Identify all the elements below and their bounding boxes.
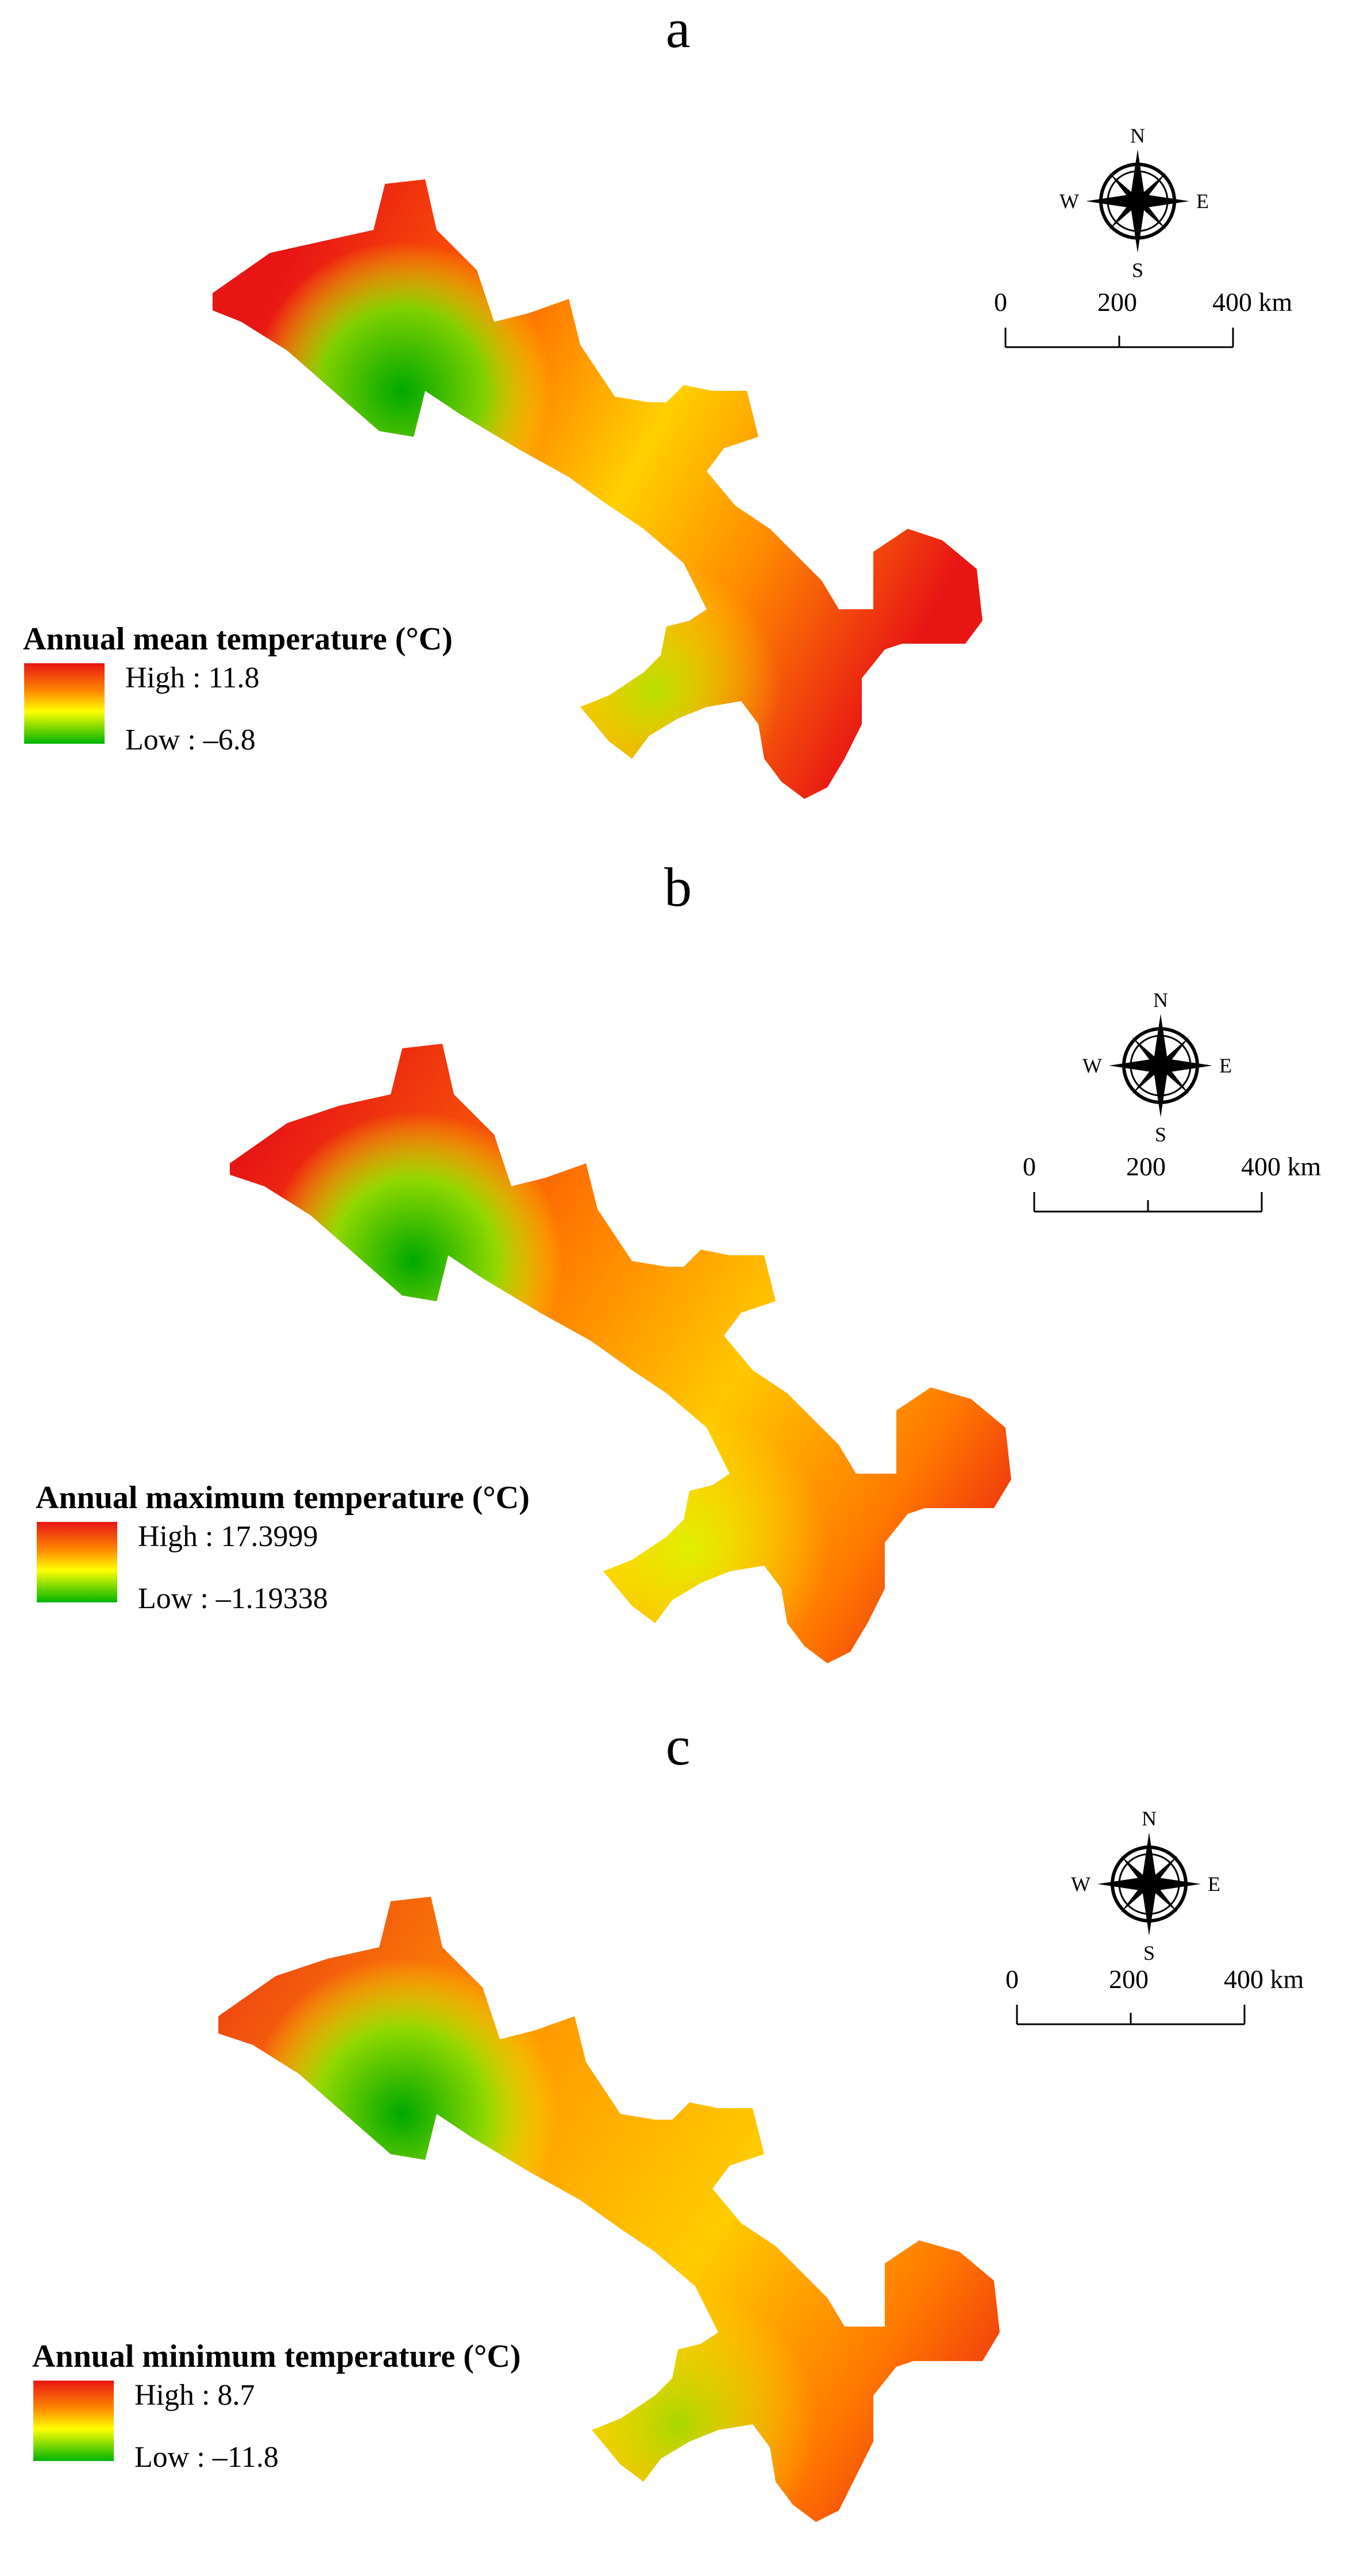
west-label: W: [1059, 190, 1079, 213]
west-label: W: [1071, 1873, 1091, 1896]
scale-tick-400: 400 km: [1241, 1152, 1321, 1181]
scale-bar: 0 200 400 km: [988, 287, 1356, 368]
north-label: N: [1153, 989, 1168, 1012]
scale-tick-200: 200: [1109, 1964, 1149, 1994]
north-arrow-icon: N S E W: [1059, 124, 1209, 282]
legend: Annual maximum temperature (°C) High : 1…: [36, 1479, 530, 1615]
gansu-region-shape: [218, 1897, 1000, 2522]
panel-label: b: [664, 856, 692, 918]
temperature-map: [218, 1897, 1000, 2522]
scale-tick-200: 200: [1126, 1152, 1166, 1181]
scale-bar: 0 200 400 km: [1017, 1152, 1364, 1232]
north-arrow-icon: N S E W: [1082, 989, 1232, 1146]
panel-label: a: [665, 0, 691, 59]
north-arrow-icon: N S E W: [1071, 1807, 1220, 1964]
temperature-map: [213, 179, 982, 799]
panel-b: b: [0, 859, 1364, 1717]
east-label: E: [1208, 1873, 1220, 1896]
panel-c: c: [0, 1717, 1364, 2576]
legend-high-label: High : 17.3999: [138, 1520, 318, 1553]
legend-title: Annual mean temperature (°C): [23, 621, 453, 657]
legend-high-label: High : 11.8: [125, 662, 260, 694]
gansu-region-shape: [213, 179, 982, 799]
south-label: S: [1143, 1941, 1155, 1964]
south-label: S: [1132, 259, 1143, 282]
scale-tick-400: 400 km: [1212, 287, 1293, 317]
scale-bar-line: [1004, 328, 1234, 348]
scale-tick-200: 200: [1097, 287, 1137, 317]
scale-tick-0: 0: [1023, 1152, 1036, 1181]
scale-tick-400: 400 km: [1224, 1964, 1304, 1994]
legend-color-ramp: [37, 1522, 117, 1602]
north-label: N: [1130, 124, 1145, 147]
legend-title: Annual maximum temperature (°C): [36, 1480, 530, 1516]
east-label: E: [1196, 190, 1209, 213]
temperature-map: [230, 1044, 1011, 1663]
scale-tick-0: 0: [1005, 1964, 1019, 1994]
west-label: W: [1082, 1054, 1102, 1077]
scale-bar-line: [1016, 2005, 1246, 2025]
east-label: E: [1219, 1054, 1232, 1077]
legend-low-label: Low : –6.8: [125, 724, 256, 756]
legend: Annual mean temperature (°C) High : 11.8…: [23, 621, 453, 756]
scale-tick-0: 0: [994, 287, 1007, 317]
legend-color-ramp: [33, 2381, 114, 2461]
north-label: N: [1142, 1807, 1157, 1830]
legend: Annual minimum temperature (°C) High : 8…: [32, 2338, 521, 2474]
legend-color-ramp: [24, 663, 105, 744]
scale-bar-line: [1033, 1192, 1263, 1213]
scale-bar: 0 200 400 km: [1000, 1964, 1364, 2045]
legend-high-label: High : 8.7: [134, 2379, 255, 2412]
south-label: S: [1155, 1123, 1166, 1146]
panel-label: c: [665, 1715, 691, 1777]
legend-low-label: Low : –1.19338: [138, 1582, 328, 1615]
legend-low-label: Low : –11.8: [134, 2441, 279, 2474]
legend-title: Annual minimum temperature (°C): [32, 2339, 521, 2374]
panel-a: a: [0, 0, 1364, 859]
